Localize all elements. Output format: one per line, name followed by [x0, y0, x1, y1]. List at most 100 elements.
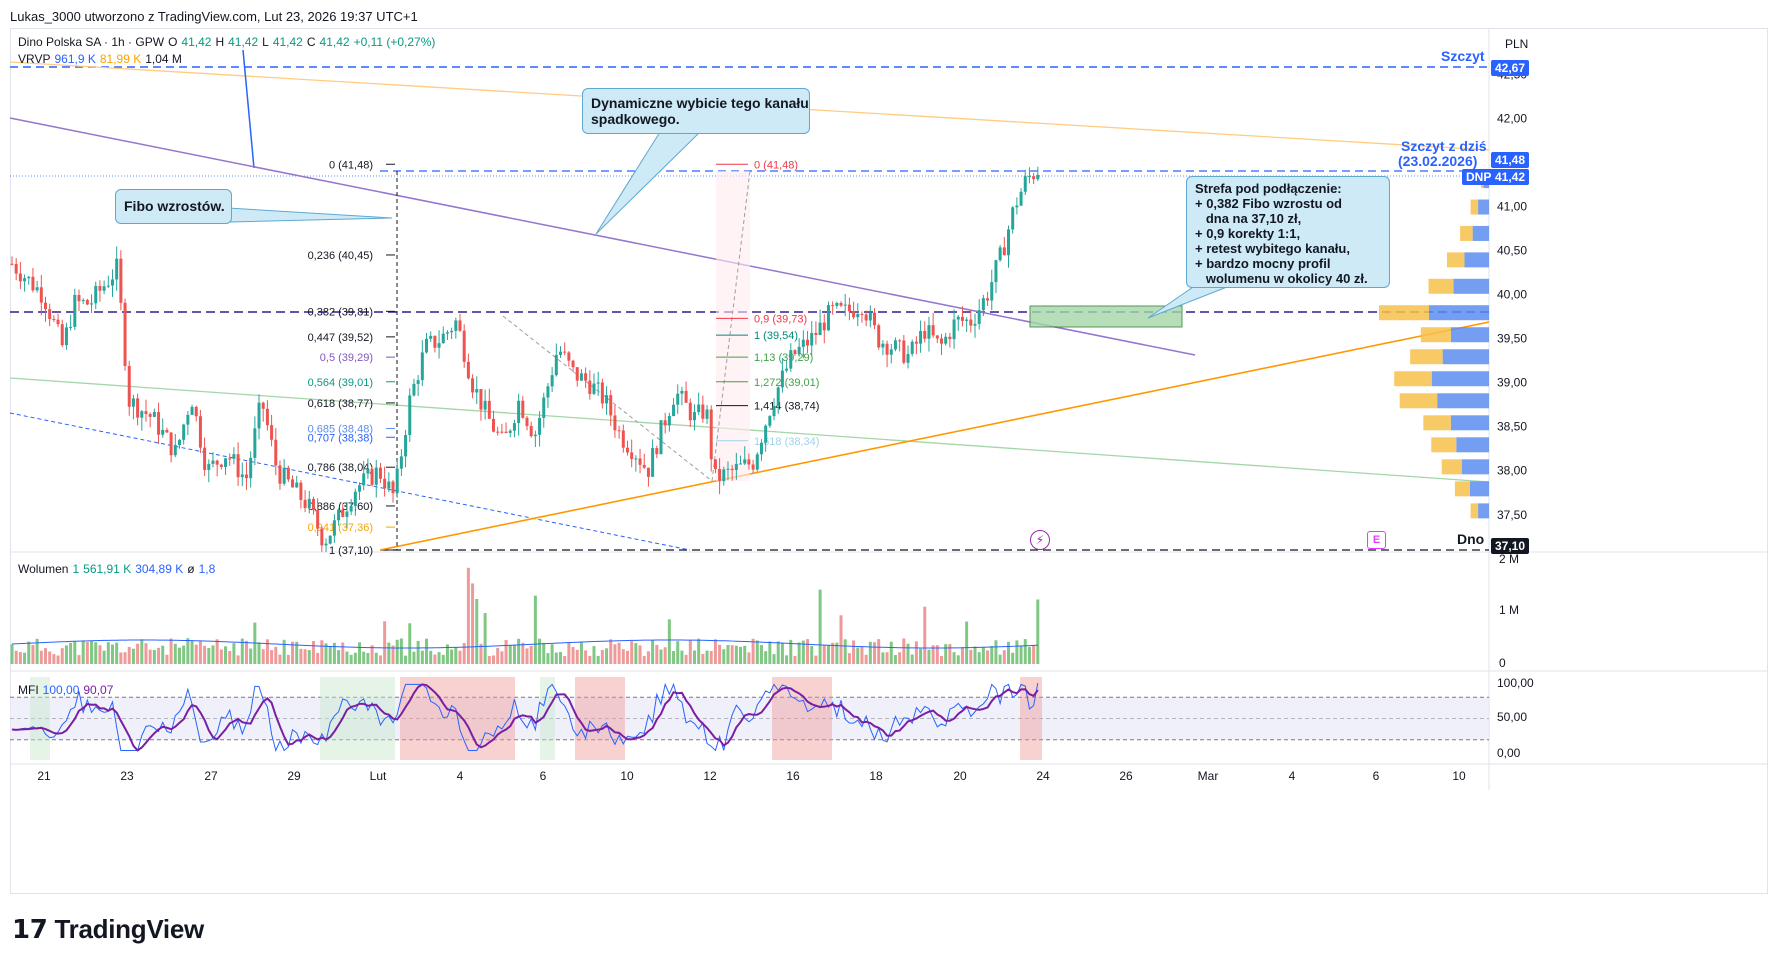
volume-bar: [672, 651, 676, 664]
candle-body: [249, 457, 253, 479]
volume-bar: [868, 641, 872, 664]
candle-body: [910, 341, 914, 354]
volume-bar: [617, 642, 621, 664]
candle-body: [475, 389, 479, 393]
candle-body: [458, 320, 462, 331]
candle-body: [521, 400, 525, 418]
candle-body: [906, 353, 910, 363]
candle-body: [479, 389, 483, 410]
volume-bar: [399, 638, 403, 664]
volume-bar: [69, 642, 73, 664]
candle-body: [651, 448, 655, 477]
y-tick-label: 37,50: [1497, 508, 1527, 522]
volume-bar: [646, 651, 650, 664]
candle-body: [768, 416, 772, 426]
candle-body: [877, 325, 881, 348]
mfi-legend[interactable]: MFI 100,00 90,07: [18, 683, 117, 697]
x-tick-label: 24: [1036, 769, 1050, 783]
x-tick-label: 27: [204, 769, 218, 783]
symbol-legend[interactable]: Dino Polska SA · 1h · GPW O 41,42 H 41,42 L 41…: [18, 35, 439, 49]
candle-body: [152, 412, 156, 417]
fib-main-label: 0,564 (39,01): [308, 377, 373, 389]
volume-bar: [236, 655, 240, 664]
candle-body: [630, 452, 634, 460]
volume-bar: [994, 640, 998, 664]
candle-body: [776, 387, 780, 406]
zone-note-line: Strefa pod podłączenie:: [1195, 181, 1342, 196]
x-tick-label: 20: [953, 769, 967, 783]
volume-bar: [169, 638, 173, 664]
zone-note-line: wolumenu w okolicy 40 zł.: [1195, 271, 1368, 286]
volume-bar: [257, 642, 261, 664]
candle-body: [445, 332, 449, 334]
candle-body: [705, 409, 709, 419]
fibo-note-box[interactable]: [115, 189, 232, 224]
channel-note-box[interactable]: [582, 88, 810, 134]
earnings-event-icon[interactable]: E: [1367, 531, 1386, 549]
volume-v1: 1: [72, 562, 80, 576]
candle-body: [902, 340, 906, 363]
chart-frame[interactable]: [10, 28, 1768, 894]
candle-body: [755, 454, 759, 470]
volume-profile-down-bar: [1379, 305, 1429, 321]
volume-bar: [793, 655, 797, 664]
volume-axis-label: 1 M: [1499, 603, 1519, 617]
volume-profile-down-bar: [1428, 278, 1454, 294]
candle-body: [542, 397, 546, 418]
volume-bar: [190, 640, 194, 664]
candle-body: [952, 319, 956, 340]
vrvp-legend[interactable]: VRVP 961,9 K 81,99 K 1,04 M: [18, 52, 186, 66]
volume-bar: [713, 639, 717, 664]
volume-bar: [295, 641, 299, 664]
candle-body: [303, 499, 307, 509]
volume-bar: [299, 648, 303, 664]
volume-bar: [655, 644, 659, 664]
mfi-line: [11, 682, 1039, 752]
tradingview-logo[interactable]: 𝟭𝟳 TradingView: [12, 914, 204, 945]
fib-main-label: 0,5 (39,29): [320, 352, 373, 364]
candle-body: [596, 382, 600, 384]
dividend-event-icon[interactable]: ⚡: [1030, 530, 1050, 550]
candle-body: [496, 431, 500, 433]
volume-bar: [148, 649, 152, 664]
candle-body: [986, 298, 990, 301]
volume-bar: [538, 638, 542, 664]
candle-body: [110, 279, 114, 286]
volume-bar: [826, 644, 830, 664]
volume-bar: [596, 655, 600, 664]
volume-bar: [77, 655, 81, 664]
candle-body: [793, 350, 797, 355]
volume-bar: [429, 650, 433, 664]
candle-body: [605, 395, 609, 404]
volume-bar: [558, 652, 562, 664]
high-price-badge: 41,48: [1491, 152, 1530, 168]
volume-bar: [998, 654, 1002, 664]
volume-bar: [563, 656, 567, 664]
volume-v3: 304,89 K: [135, 562, 184, 576]
volume-bar: [843, 639, 847, 664]
mfi-smoothed-line: [11, 683, 1039, 752]
candle-body: [94, 285, 98, 304]
volume-bar: [1011, 652, 1015, 664]
zone-note-box[interactable]: [1186, 176, 1390, 288]
candle-body: [203, 447, 207, 470]
candle-body: [873, 312, 877, 326]
candle-body: [358, 485, 362, 492]
candle-body: [600, 382, 604, 404]
volume-bar: [981, 647, 985, 664]
volume-bar: [952, 652, 956, 664]
y-tick-label: 39,00: [1497, 376, 1527, 390]
candle-body: [198, 416, 202, 448]
volume-bar: [404, 655, 408, 664]
x-tick-label: 6: [540, 769, 547, 783]
volume-bar: [1007, 641, 1011, 664]
candle-body: [1019, 191, 1023, 206]
volume-profile-down-bar: [1399, 393, 1438, 409]
currency-label[interactable]: PLN: [1505, 37, 1529, 51]
volume-bar: [244, 640, 248, 664]
candle-body: [801, 339, 805, 347]
volume-profile-up-bar: [1456, 437, 1489, 453]
candle-body: [588, 380, 592, 394]
